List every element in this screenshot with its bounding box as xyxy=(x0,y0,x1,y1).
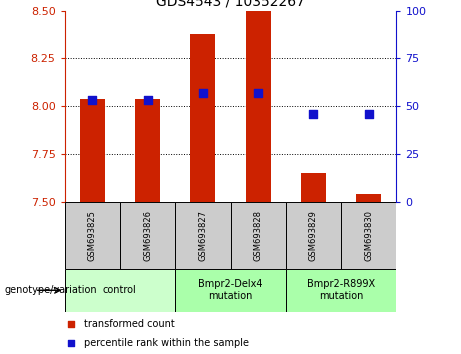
Text: percentile rank within the sample: percentile rank within the sample xyxy=(84,338,249,348)
Text: GSM693829: GSM693829 xyxy=(309,210,318,261)
Bar xyxy=(341,202,396,269)
Bar xyxy=(65,269,175,312)
Text: control: control xyxy=(103,285,137,295)
Point xyxy=(144,98,151,103)
Bar xyxy=(135,98,160,202)
Bar xyxy=(175,202,230,269)
Text: transformed count: transformed count xyxy=(84,319,175,329)
Bar xyxy=(230,202,286,269)
Text: GSM693828: GSM693828 xyxy=(254,210,263,261)
Bar xyxy=(80,98,105,202)
Point xyxy=(287,266,295,271)
Bar xyxy=(175,269,286,312)
Text: Bmpr2-Delx4
mutation: Bmpr2-Delx4 mutation xyxy=(198,279,263,301)
Title: GDS4543 / 10352267: GDS4543 / 10352267 xyxy=(156,0,305,8)
Bar xyxy=(286,202,341,269)
Text: genotype/variation: genotype/variation xyxy=(5,285,97,295)
Point xyxy=(287,88,295,94)
Bar xyxy=(286,269,396,312)
Text: GSM693826: GSM693826 xyxy=(143,210,152,261)
Text: GSM693827: GSM693827 xyxy=(198,210,207,261)
Bar xyxy=(190,34,215,202)
Bar xyxy=(246,11,271,202)
Text: Bmpr2-R899X
mutation: Bmpr2-R899X mutation xyxy=(307,279,375,301)
Bar xyxy=(356,194,381,202)
Point xyxy=(310,111,317,117)
Point xyxy=(199,90,207,96)
Point xyxy=(254,90,262,96)
Bar xyxy=(301,173,326,202)
Point xyxy=(365,111,372,117)
Text: GSM693830: GSM693830 xyxy=(364,210,373,261)
Text: GSM693825: GSM693825 xyxy=(88,210,97,261)
Bar xyxy=(120,202,175,269)
Bar xyxy=(65,202,120,269)
Point xyxy=(89,98,96,103)
